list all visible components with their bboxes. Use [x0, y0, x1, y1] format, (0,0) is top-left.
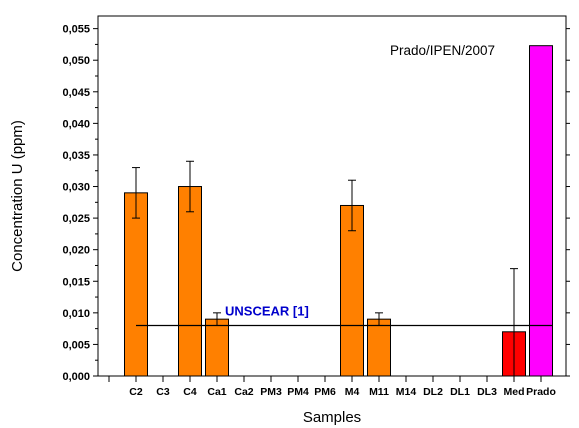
- y-axis-title: Concentration U (ppm): [9, 120, 26, 272]
- x-tick-label: Ca1: [207, 386, 226, 398]
- y-axis: 0,000 0,005 0,010 0,015 0,020 0,025 0,030 0,035…: [62, 24, 570, 383]
- y-tick-label: 0,000: [62, 371, 90, 383]
- x-tick-label: PM6: [314, 386, 336, 398]
- x-tick-label: DL3: [477, 386, 497, 398]
- y-tick-label: 0,050: [62, 55, 90, 67]
- x-axis: C2 C3 C4 Ca1 Ca2 PM3 PM4 PM6 M4 M11 M14 DL2 DL1 DL3 Me…: [108, 376, 556, 398]
- x-tick-label: DL1: [450, 386, 470, 398]
- x-tick-label: M11: [369, 386, 389, 398]
- x-tick-label: M4: [345, 386, 360, 398]
- bar: [205, 318, 229, 377]
- x-tick-label: PM3: [260, 386, 282, 398]
- y-tick-label: 0,055: [62, 24, 90, 36]
- x-tick-label: Med: [504, 386, 525, 398]
- x-axis-title: Samples: [303, 409, 361, 426]
- x-tick-label: C2: [129, 386, 143, 398]
- x-tick-label: Ca2: [234, 386, 253, 398]
- y-tick-label: 0,035: [62, 150, 90, 162]
- plot-frame: [97, 15, 567, 377]
- y-tick-label: 0,030: [62, 182, 90, 194]
- x-tick-label: M14: [396, 386, 417, 398]
- x-tick-label: C4: [183, 386, 197, 398]
- x-tick-label: C3: [156, 386, 170, 398]
- y-tick-label: 0,005: [62, 339, 90, 351]
- bar: [529, 45, 553, 377]
- bars-group: [124, 45, 553, 377]
- y-tick-label: 0,025: [62, 213, 90, 225]
- x-tick-label: Prado: [526, 386, 556, 398]
- y-tick-label: 0,040: [62, 118, 90, 130]
- y-tick-label: 0,015: [62, 276, 90, 288]
- reference-line-label: UNSCEAR [1]: [225, 303, 309, 318]
- x-tick-label: PM4: [287, 386, 309, 398]
- y-tick-label: 0,045: [62, 87, 90, 99]
- prado-annotation: Prado/IPEN/2007: [390, 43, 495, 58]
- plot-border: [97, 15, 567, 377]
- y-tick-label: 0,020: [62, 245, 90, 257]
- bar: [124, 192, 148, 377]
- x-tick-label: DL2: [423, 386, 443, 398]
- y-tick-label: 0,010: [62, 308, 90, 320]
- bar: [367, 318, 391, 377]
- bar: [178, 186, 202, 377]
- error-bars-group: [132, 160, 518, 377]
